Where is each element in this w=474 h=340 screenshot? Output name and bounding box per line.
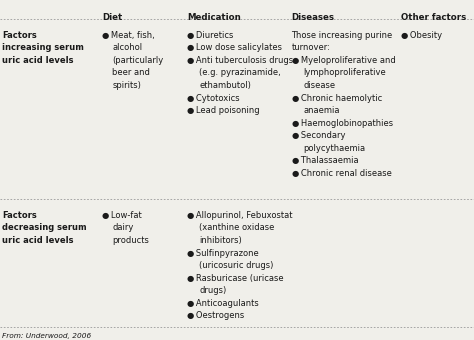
Text: polycythaemia: polycythaemia [303, 144, 365, 153]
Text: (e.g. pyrazinamide,: (e.g. pyrazinamide, [199, 68, 281, 77]
Text: ● Sulfinpyrazone: ● Sulfinpyrazone [187, 249, 259, 257]
Text: Diseases: Diseases [292, 13, 335, 22]
Text: ● Myeloproliferative and: ● Myeloproliferative and [292, 56, 395, 65]
Text: ● Cytotoxics: ● Cytotoxics [187, 94, 240, 102]
Text: decreasing serum: decreasing serum [2, 223, 87, 232]
Text: products: products [112, 236, 149, 245]
Text: From: Underwood, 2006: From: Underwood, 2006 [2, 333, 91, 339]
Text: alcohol: alcohol [112, 43, 143, 52]
Text: spirits): spirits) [112, 81, 141, 90]
Text: (uricosuric drugs): (uricosuric drugs) [199, 261, 273, 270]
Text: ● Meat, fish,: ● Meat, fish, [102, 31, 155, 39]
Text: inhibitors): inhibitors) [199, 236, 242, 245]
Text: lymphoproliferative: lymphoproliferative [303, 68, 386, 77]
Text: anaemia: anaemia [303, 106, 340, 115]
Text: ● Haemoglobinopathies: ● Haemoglobinopathies [292, 119, 392, 128]
Text: increasing serum: increasing serum [2, 43, 84, 52]
Text: ● Allopurinol, Febuxostat: ● Allopurinol, Febuxostat [187, 211, 293, 220]
Text: uric acid levels: uric acid levels [2, 236, 74, 245]
Text: Diet: Diet [102, 13, 122, 22]
Text: ● Chronic renal disease: ● Chronic renal disease [292, 169, 392, 178]
Text: Medication: Medication [187, 13, 241, 22]
Text: ● Anticoagulants: ● Anticoagulants [187, 299, 259, 308]
Text: ● Anti tuberculosis drugs: ● Anti tuberculosis drugs [187, 56, 293, 65]
Text: ethambutol): ethambutol) [199, 81, 251, 90]
Text: Factors: Factors [2, 211, 37, 220]
Text: uric acid levels: uric acid levels [2, 56, 74, 65]
Text: (xanthine oxidase: (xanthine oxidase [199, 223, 274, 232]
Text: disease: disease [303, 81, 336, 90]
Text: ● Lead poisoning: ● Lead poisoning [187, 106, 260, 115]
Text: ● Diuretics: ● Diuretics [187, 31, 234, 39]
Text: dairy: dairy [112, 223, 134, 232]
Text: turnover:: turnover: [292, 43, 330, 52]
Text: drugs): drugs) [199, 286, 226, 295]
Text: ● Obesity: ● Obesity [401, 31, 442, 39]
Text: Other factors: Other factors [401, 13, 466, 22]
Text: Those increasing purine: Those increasing purine [292, 31, 393, 39]
Text: ● Low dose salicylates: ● Low dose salicylates [187, 43, 282, 52]
Text: ● Secondary: ● Secondary [292, 131, 345, 140]
Text: (particularly: (particularly [112, 56, 164, 65]
Text: beer and: beer and [112, 68, 150, 77]
Text: ● Thalassaemia: ● Thalassaemia [292, 156, 358, 165]
Text: ● Low-fat: ● Low-fat [102, 211, 142, 220]
Text: ● Chronic haemolytic: ● Chronic haemolytic [292, 94, 382, 102]
Text: Factors: Factors [2, 31, 37, 39]
Text: ● Oestrogens: ● Oestrogens [187, 311, 245, 320]
Text: ● Rasburicase (uricase: ● Rasburicase (uricase [187, 274, 284, 283]
